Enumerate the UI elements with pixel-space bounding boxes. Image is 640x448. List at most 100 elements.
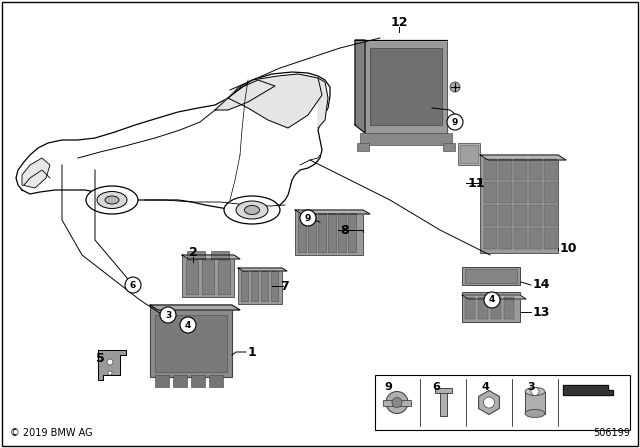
Bar <box>191 375 205 387</box>
Ellipse shape <box>97 191 127 208</box>
Bar <box>328 213 336 252</box>
Bar <box>544 228 557 249</box>
Circle shape <box>125 277 141 293</box>
Polygon shape <box>563 384 613 395</box>
Polygon shape <box>480 155 566 160</box>
Bar <box>202 260 214 294</box>
Circle shape <box>160 307 176 323</box>
Bar <box>348 213 356 252</box>
Text: 7: 7 <box>280 280 289 293</box>
Circle shape <box>450 82 460 92</box>
Bar <box>484 228 497 249</box>
Bar <box>251 271 258 301</box>
Polygon shape <box>479 391 499 414</box>
Bar <box>491 297 501 319</box>
Bar <box>150 305 232 377</box>
Polygon shape <box>355 40 365 133</box>
Circle shape <box>447 114 463 130</box>
Bar <box>499 205 512 226</box>
Bar <box>155 375 169 387</box>
Bar <box>499 228 512 249</box>
Bar <box>295 210 363 255</box>
Bar <box>465 269 517 283</box>
Bar <box>435 388 452 392</box>
Bar <box>298 213 306 252</box>
Bar <box>499 182 512 203</box>
Bar <box>187 251 205 259</box>
Bar <box>241 271 248 301</box>
Text: 6: 6 <box>432 382 440 392</box>
Polygon shape <box>238 268 287 271</box>
Circle shape <box>484 292 500 308</box>
Circle shape <box>386 392 408 414</box>
Bar <box>365 40 447 133</box>
Bar <box>514 159 527 180</box>
Polygon shape <box>295 210 370 214</box>
Circle shape <box>300 210 316 226</box>
Bar <box>484 159 497 180</box>
Bar <box>529 159 542 180</box>
Bar <box>480 155 558 253</box>
Circle shape <box>392 397 402 408</box>
Bar <box>525 392 545 414</box>
Bar <box>186 260 198 294</box>
Polygon shape <box>182 255 240 259</box>
Bar <box>544 182 557 203</box>
Bar <box>173 375 187 387</box>
Bar <box>499 159 512 180</box>
Ellipse shape <box>224 196 280 224</box>
Text: 4: 4 <box>185 320 191 329</box>
Text: 13: 13 <box>533 306 550 319</box>
Bar <box>182 255 234 297</box>
Text: 14: 14 <box>533 279 550 292</box>
Bar <box>318 213 326 252</box>
Bar <box>462 292 520 322</box>
Bar <box>465 297 475 319</box>
Bar <box>238 268 282 304</box>
Bar <box>478 297 488 319</box>
Ellipse shape <box>105 196 119 204</box>
Polygon shape <box>462 295 526 299</box>
Circle shape <box>483 397 495 408</box>
Bar <box>514 228 527 249</box>
Bar <box>155 315 227 372</box>
Text: 6: 6 <box>130 280 136 289</box>
Circle shape <box>180 317 196 333</box>
Ellipse shape <box>86 186 138 214</box>
Text: 4: 4 <box>481 382 489 392</box>
Bar <box>529 228 542 249</box>
Bar <box>440 389 447 415</box>
Text: © 2019 BMW AG: © 2019 BMW AG <box>10 428 93 438</box>
Bar <box>484 182 497 203</box>
Bar <box>370 48 442 125</box>
Bar <box>460 145 478 163</box>
Bar <box>484 205 497 226</box>
Bar <box>529 205 542 226</box>
Polygon shape <box>228 74 322 128</box>
Bar <box>338 213 346 252</box>
Bar <box>261 271 268 301</box>
Bar <box>462 267 520 285</box>
Bar <box>209 375 223 387</box>
Text: 11: 11 <box>468 177 486 190</box>
Text: 1: 1 <box>248 345 257 358</box>
Bar <box>375 375 630 430</box>
Circle shape <box>531 388 539 396</box>
Text: 9: 9 <box>305 214 311 223</box>
Polygon shape <box>98 350 126 380</box>
Ellipse shape <box>236 201 268 219</box>
Bar <box>383 400 411 405</box>
Text: 4: 4 <box>489 296 495 305</box>
Text: 2: 2 <box>189 246 197 258</box>
Bar <box>458 143 480 165</box>
Bar <box>211 251 229 259</box>
Bar <box>360 133 452 145</box>
Text: 8: 8 <box>340 224 349 237</box>
Text: 9: 9 <box>384 382 392 392</box>
Ellipse shape <box>525 409 545 418</box>
Bar <box>271 271 278 301</box>
Ellipse shape <box>525 388 545 396</box>
Bar <box>308 213 316 252</box>
Bar <box>218 260 230 294</box>
Text: 5: 5 <box>96 352 105 365</box>
